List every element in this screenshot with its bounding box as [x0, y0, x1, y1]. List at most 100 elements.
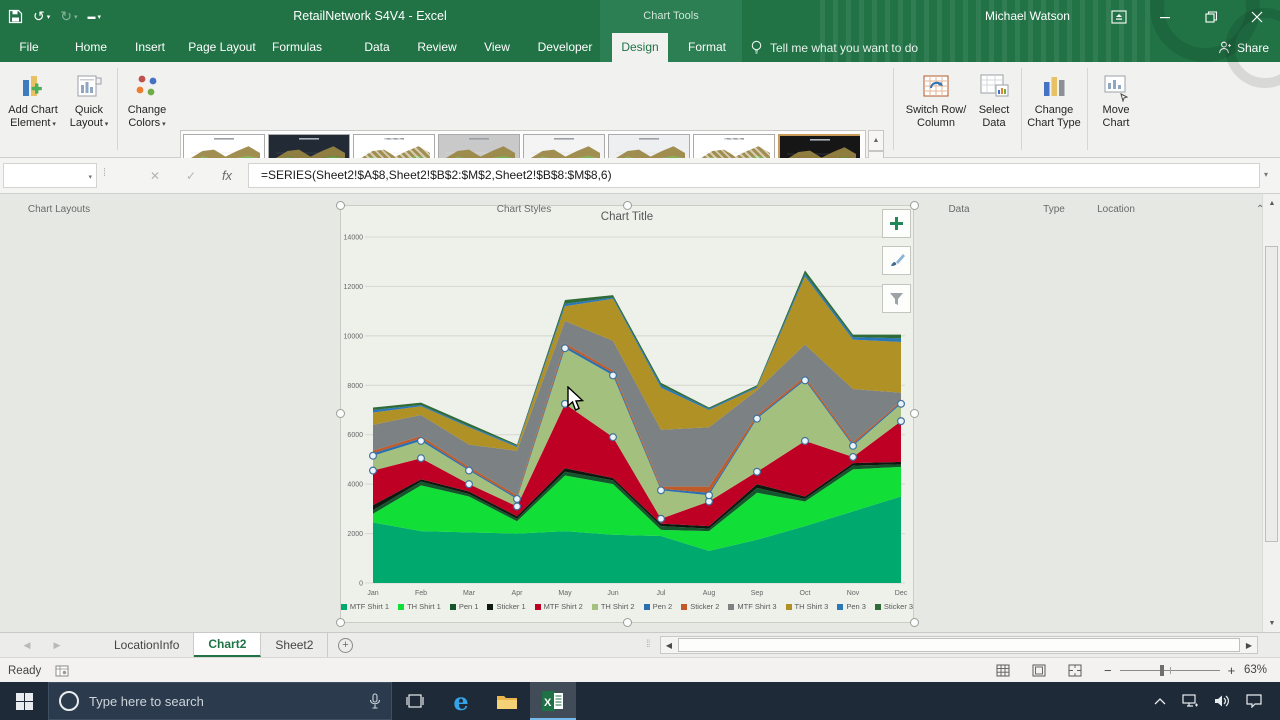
enter-formula-icon[interactable]: ✓ [185, 168, 197, 183]
chart-selection-handle[interactable] [336, 618, 345, 627]
area-series-pen-1[interactable] [373, 464, 901, 532]
task-view-button[interactable] [392, 682, 438, 720]
add-chart-element-button[interactable]: Add Chart Element ▾ [2, 66, 64, 148]
selected-point-marker[interactable] [369, 466, 378, 475]
vertical-scrollbar[interactable]: ▲ ▼ [1262, 194, 1280, 632]
area-series-mtf-shirt-2[interactable] [373, 403, 901, 527]
selected-point-marker[interactable] [416, 436, 425, 445]
normal-view-icon[interactable] [996, 664, 1010, 677]
change-chart-type-button[interactable]: Change Chart Type [1024, 66, 1084, 148]
selected-point-marker[interactable] [801, 376, 810, 385]
chart-elements-button[interactable] [882, 209, 911, 238]
selected-point-marker[interactable] [896, 399, 905, 408]
volume-icon[interactable] [1214, 694, 1230, 708]
redo-button[interactable]: ↻ ▾ [60, 8, 78, 24]
sheet-tab-sheet2[interactable]: Sheet2 [261, 633, 329, 657]
legend-item-sticker-3[interactable]: Sticker 3 [874, 602, 913, 611]
legend-item-mtf-shirt-3[interactable]: MTF Shirt 3 [728, 602, 777, 611]
insert-function-icon[interactable]: fx [221, 168, 233, 183]
sheet-tab-chart2[interactable]: Chart2 [194, 633, 262, 657]
zoom-percent[interactable]: 63% [1244, 664, 1268, 676]
selected-point-marker[interactable] [849, 452, 858, 461]
selected-point-marker[interactable] [464, 480, 473, 489]
selected-point-marker[interactable] [464, 466, 473, 475]
scroll-right-icon[interactable]: ▶ [1245, 640, 1253, 650]
page-layout-view-icon[interactable] [1032, 664, 1046, 677]
excel-taskbar-button[interactable]: X [530, 682, 576, 720]
selected-point-marker[interactable] [513, 494, 522, 503]
tell-me-box[interactable]: Tell me what you want to do [750, 33, 918, 62]
chart-object[interactable]: Chart Title 0 2000 4000 6000 8000 10000 12000 1… [340, 205, 914, 623]
undo-button[interactable]: ↺ ▾ [33, 8, 51, 24]
redo-dropdown-icon[interactable]: ▾ [73, 13, 78, 21]
change-colors-button[interactable]: Change Colors ▾ [120, 66, 174, 148]
legend-item-th-shirt-1[interactable]: TH Shirt 1 [398, 602, 441, 611]
legend-item-sticker-1[interactable]: Sticker 1 [487, 602, 526, 611]
stacked-area-chart[interactable]: 0 2000 4000 6000 8000 10000 12000 14000 Jan Feb Ma… [341, 206, 913, 600]
ribbon-tab-home[interactable]: Home [74, 40, 107, 54]
move-chart-button[interactable]: Move Chart [1090, 66, 1142, 148]
formula-input[interactable]: =SERIES(Sheet2!$A$8,Sheet2!$B$2:$M$2,She… [248, 163, 1260, 188]
start-button[interactable] [0, 682, 48, 720]
new-sheet-button[interactable]: + [328, 633, 362, 657]
vertical-scroll-thumb[interactable] [1265, 246, 1278, 542]
selected-point-marker[interactable] [753, 467, 762, 476]
area-series-th-shirt-1[interactable] [373, 466, 901, 551]
ribbon-display-options-icon[interactable] [1102, 0, 1136, 33]
account-user-name[interactable]: Michael Watson [985, 9, 1070, 23]
quick-layout-button[interactable]: Quick Layout ▾ [64, 66, 114, 148]
selected-point-marker[interactable] [705, 491, 714, 500]
legend-item-mtf-shirt-2[interactable]: MTF Shirt 2 [534, 602, 583, 611]
formula-bar-expand-icon[interactable]: ▾ [1264, 170, 1269, 179]
selected-point-marker[interactable] [561, 344, 570, 353]
chart-selection-handle[interactable] [910, 618, 919, 627]
legend-item-th-shirt-3[interactable]: TH Shirt 3 [785, 602, 828, 611]
chart-filters-button[interactable] [882, 284, 911, 313]
area-series-mtf-shirt-3[interactable] [373, 321, 901, 496]
microphone-icon[interactable] [369, 692, 381, 710]
customize-qat-icon[interactable]: ▬ ▾ [87, 12, 102, 21]
tray-chevron-icon[interactable] [1154, 697, 1166, 705]
legend-item-pen-1[interactable]: Pen 1 [449, 602, 478, 611]
formula-bar-splitter[interactable]: ⁞ [103, 167, 106, 179]
network-icon[interactable] [1182, 694, 1198, 708]
scroll-up-icon[interactable]: ▲ [1263, 194, 1280, 212]
legend-item-th-shirt-2[interactable]: TH Shirt 2 [591, 602, 635, 611]
edge-browser-button[interactable]: e [438, 682, 484, 720]
chart-legend[interactable]: MTF Shirt 1 TH Shirt 1 Pen 1 Sticker 1 MTF S… [340, 602, 913, 611]
selected-point-marker[interactable] [657, 514, 666, 523]
legend-item-sticker-2[interactable]: Sticker 2 [681, 602, 719, 611]
macro-record-icon[interactable] [55, 665, 69, 677]
ribbon-tab-view[interactable]: View [484, 40, 510, 54]
selected-point-marker[interactable] [896, 417, 905, 426]
scroll-left-icon[interactable]: ◀ [665, 640, 673, 650]
area-series-th-shirt-3[interactable] [373, 276, 901, 451]
selected-point-marker[interactable] [753, 414, 762, 423]
chart-selection-handle[interactable] [910, 409, 919, 418]
chart-styles-button[interactable] [882, 246, 911, 275]
page-break-view-icon[interactable] [1068, 664, 1082, 677]
name-box[interactable]: ▾ [3, 163, 97, 188]
zoom-slider-thumb[interactable] [1159, 665, 1164, 676]
sheet-tab-locationinfo[interactable]: LocationInfo [100, 633, 195, 657]
taskbar-search-input[interactable]: Type here to search [48, 682, 392, 720]
ribbon-tab-developer[interactable]: Developer [537, 40, 593, 54]
chart-selection-handle[interactable] [623, 201, 632, 210]
selected-point-marker[interactable] [513, 502, 522, 511]
selected-point-marker[interactable] [609, 371, 618, 380]
selected-point-marker[interactable] [801, 436, 810, 445]
zoom-out-icon[interactable]: − [1104, 663, 1112, 678]
legend-item-mtf-shirt-1[interactable]: MTF Shirt 1 [340, 602, 389, 611]
file-explorer-button[interactable] [484, 682, 530, 720]
selected-point-marker[interactable] [609, 433, 618, 442]
ribbon-tab-data[interactable]: Data [364, 40, 390, 54]
chart-title[interactable]: Chart Title [600, 211, 654, 223]
area-series-sticker-1[interactable] [373, 461, 901, 529]
collapse-ribbon-icon[interactable]: ⌃ [1256, 204, 1265, 215]
restore-button[interactable] [1192, 0, 1230, 33]
cancel-formula-icon[interactable]: ✕ [149, 168, 161, 183]
chart-selection-handle[interactable] [336, 201, 345, 210]
horizontal-scrollbar[interactable]: ◀ ▶ [660, 636, 1258, 654]
save-icon[interactable] [8, 9, 23, 24]
ribbon-tab-file[interactable]: File [19, 40, 39, 54]
